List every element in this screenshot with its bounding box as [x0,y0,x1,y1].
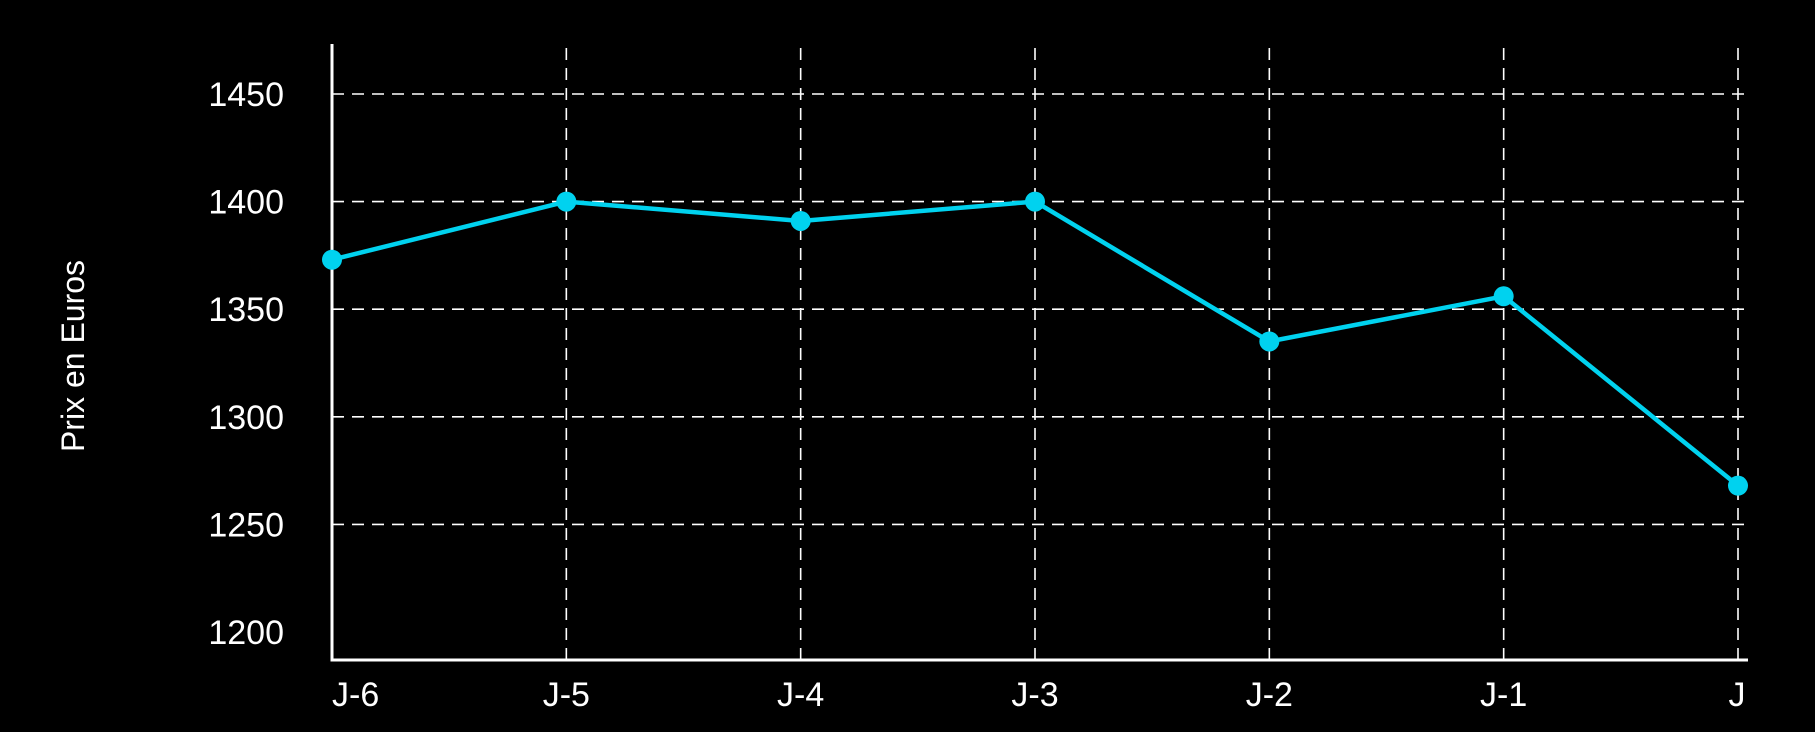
series-line-0 [331,199,1740,488]
y-tick-label-1200: 1200 [208,614,284,652]
y-tick-label-1350: 1350 [208,291,284,329]
series-layer [322,191,1748,496]
data-point-J-6 [322,249,342,270]
y-tick-label-1400: 1400 [208,184,284,222]
y-tick-label-1300: 1300 [208,399,284,437]
data-point-J-5 [556,191,577,212]
y-tick-label-1250: 1250 [208,506,284,544]
x-tick-label-J-2: J-2 [1246,676,1293,714]
y-axis-title: Prix en Euros [55,260,91,452]
x-tick-label-J-4: J-4 [777,676,824,714]
data-point-J-2 [1259,331,1280,352]
x-tick-label-J-1: J-1 [1480,676,1527,714]
tick-labels: 1200 1250 1300 1350 1400 1450 J-6 J-5 J-4 J-3 J-2 J… [208,76,1745,714]
data-point-J-4 [790,210,811,231]
data-point-J-3 [1025,191,1045,212]
data-point-J [1728,475,1748,496]
x-tick-label-J-3: J-3 [1011,676,1058,714]
x-tick-label-J-5: J-5 [543,676,590,714]
data-point-J-1 [1493,286,1514,307]
x-tick-label-J-6: J-6 [332,676,379,714]
x-tick-label-J: J [1729,676,1746,714]
grid [332,48,1750,660]
y-tick-label-1450: 1450 [208,76,284,114]
axes [330,44,1748,662]
